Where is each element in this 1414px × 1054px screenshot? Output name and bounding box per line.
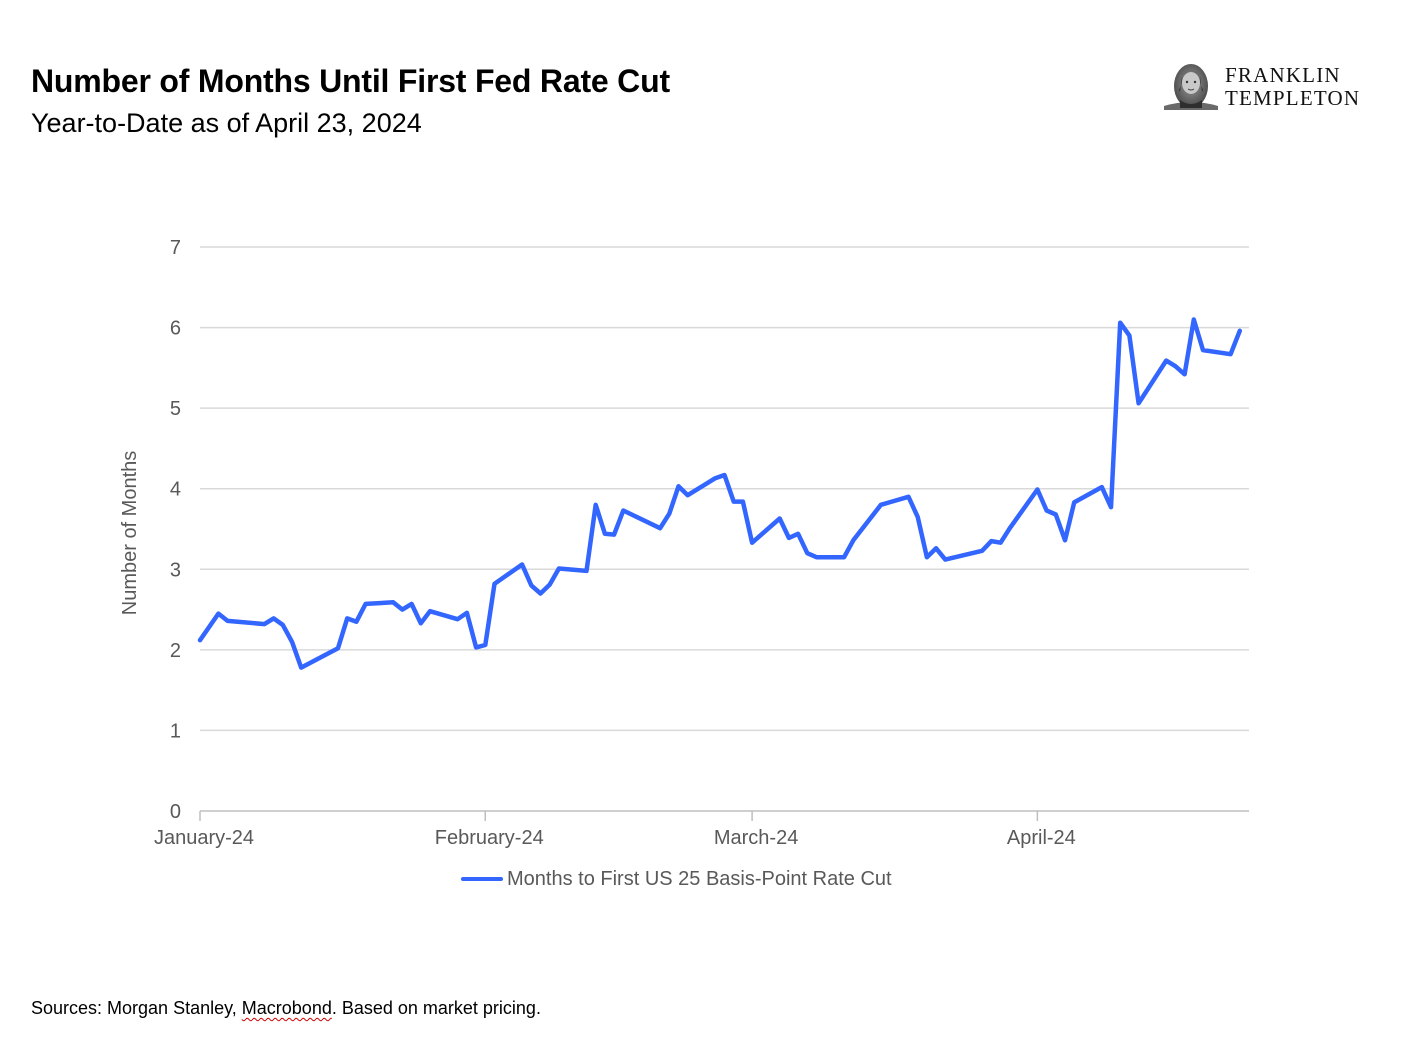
x-tick-label: January-24 (154, 827, 254, 849)
y-axis-label: Number of Months (119, 451, 141, 616)
logo-wordmark-line-2: TEMPLETON (1225, 86, 1361, 110)
legend[interactable]: Months to First US 25 Basis-Point Rate C… (461, 866, 892, 892)
benjamin-franklin-portrait-icon (1164, 64, 1218, 110)
y-axis-ticks: 0 1 2 3 4 5 6 7 (170, 237, 181, 823)
x-tick-label: April-24 (1007, 827, 1076, 849)
chart-subtitle: Year-to-Date as of April 23, 2024 (31, 108, 422, 138)
logo-wordmark-line-1: FRANKLIN (1225, 63, 1341, 87)
x-tick-label: March-24 (714, 827, 798, 849)
legend-label: Months to First US 25 Basis-Point Rate C… (507, 867, 892, 890)
y-tick-label: 2 (170, 640, 181, 662)
y-tick-label: 1 (170, 720, 181, 742)
x-tick-label: February-24 (435, 827, 544, 849)
y-tick-label: 3 (170, 559, 181, 581)
x-axis: January-24 February-24 March-24 April-24 (154, 810, 1249, 849)
y-tick-label: 6 (170, 318, 181, 340)
source-suffix: . Based on market pricing. (331, 998, 541, 1018)
source-note: Sources: Morgan Stanley, Macrobond. Base… (31, 998, 541, 1019)
series-layer (197, 317, 1243, 670)
legend-swatch (461, 877, 503, 881)
y-tick-label: 0 (170, 801, 181, 823)
source-prefix: Sources: Morgan Stanley, (31, 998, 242, 1018)
source-underlined: Macrobond (241, 998, 332, 1018)
franklin-templeton-logo: FRANKLIN TEMPLETON (1162, 62, 1386, 112)
y-tick-label: 4 (170, 479, 181, 501)
series-line-0 (197, 317, 1243, 670)
gridlines (200, 246, 1249, 732)
y-tick-label: 5 (170, 398, 181, 420)
chart-title: Number of Months Until First Fed Rate Cu… (31, 63, 670, 99)
y-tick-label: 7 (170, 237, 181, 259)
